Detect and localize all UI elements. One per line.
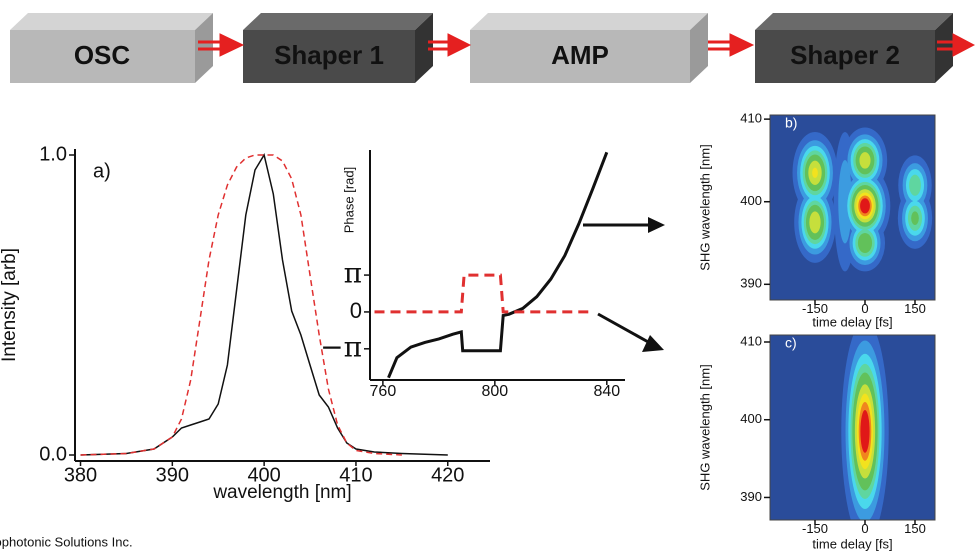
connector-arrows [583,217,665,352]
y-axis-label: SHG wavelength [nm] [697,364,712,490]
x-axis-label: time delay [fs] [812,314,892,329]
box-front [243,30,415,83]
arrows [198,33,975,57]
y-tick-label: 400 [740,411,762,426]
y-axis-label: Intensity [arb] [0,248,20,362]
y-tick-label: 410 [740,333,762,348]
box-front [10,30,195,83]
plot-frame [769,114,936,301]
x-tick-label: 150 [904,301,926,316]
box-side [415,13,433,83]
contour-band [809,211,821,234]
x-tick-label: 410 [339,464,372,486]
x-tick-label: 760 [370,383,397,400]
panel-label: a) [93,160,111,182]
y-tick-label: 1.0 [39,143,67,165]
y-tick-label: 410 [740,111,762,126]
contour-band [909,174,921,196]
line-series [387,151,609,379]
x-tick-label: 0 [861,301,868,316]
y-tick-label: 390 [740,489,762,504]
block-label: OSC [74,40,131,70]
contour-band [859,152,871,169]
line-series [374,273,593,314]
x-tick-label: -150 [802,521,828,536]
block-label: Shaper 1 [274,40,384,70]
block-label: AMP [551,40,609,70]
pipeline: OSC Shaper 1 AMP Shaper 2 [10,13,975,83]
panel-label: c) [785,335,797,351]
contour-band [838,159,852,244]
y-axis-label: SHG wavelength [nm] [697,144,712,270]
chart: -150 0 150 390 400 410 time delay [fs] SHG wave… [697,111,936,329]
contour-band [860,198,870,214]
panel-label: b) [785,115,797,131]
chart: 760 800 840 −π 0 π Phase [rad] [320,150,625,400]
chart: -150 0 150 390 400 410 time delay [fs] SHG wave… [697,333,936,551]
y-tick-label: 400 [740,193,762,208]
box-top [10,13,213,30]
chart: 380 390 400 410 420 0.0 1.0 wavelength [nm] Inte… [0,143,490,503]
footer: Biophotonic Solutions Inc. [0,534,133,549]
box-side [690,13,708,83]
x-tick-label: 390 [156,464,189,486]
contour-band [860,409,870,453]
x-tick-label: 150 [904,521,926,536]
line-series [80,154,402,456]
box-top [243,13,433,30]
y-tick-label: 0 [350,298,362,323]
box-front [470,30,690,83]
contours [792,127,933,272]
x-tick-label: 840 [593,383,620,400]
box-top [755,13,953,30]
y-axis-label: Phase [rad] [341,167,356,234]
box-top [470,13,708,30]
x-axis-label: time delay [fs] [812,536,892,551]
line-series [80,153,448,456]
x-axis-label: wavelength [nm] [212,482,351,503]
x-tick-label: 420 [431,464,464,486]
x-tick-label: -150 [802,301,828,316]
x-tick-label: 380 [64,464,97,486]
y-tick-label: 390 [740,276,762,291]
contour-band [857,232,873,254]
y-tick-label: π [344,257,362,290]
contours [841,335,889,520]
contour-band [911,211,919,226]
y-tick-label: 0.0 [39,443,67,465]
plot-frame [769,334,936,521]
y-tick-label: −π [320,330,362,363]
x-tick-label: 400 [247,464,280,486]
x-tick-label: 0 [861,521,868,536]
x-tick-label: 800 [481,383,508,400]
box-front [755,30,935,83]
block-label: Shaper 2 [790,40,900,70]
contour-band [812,167,818,179]
